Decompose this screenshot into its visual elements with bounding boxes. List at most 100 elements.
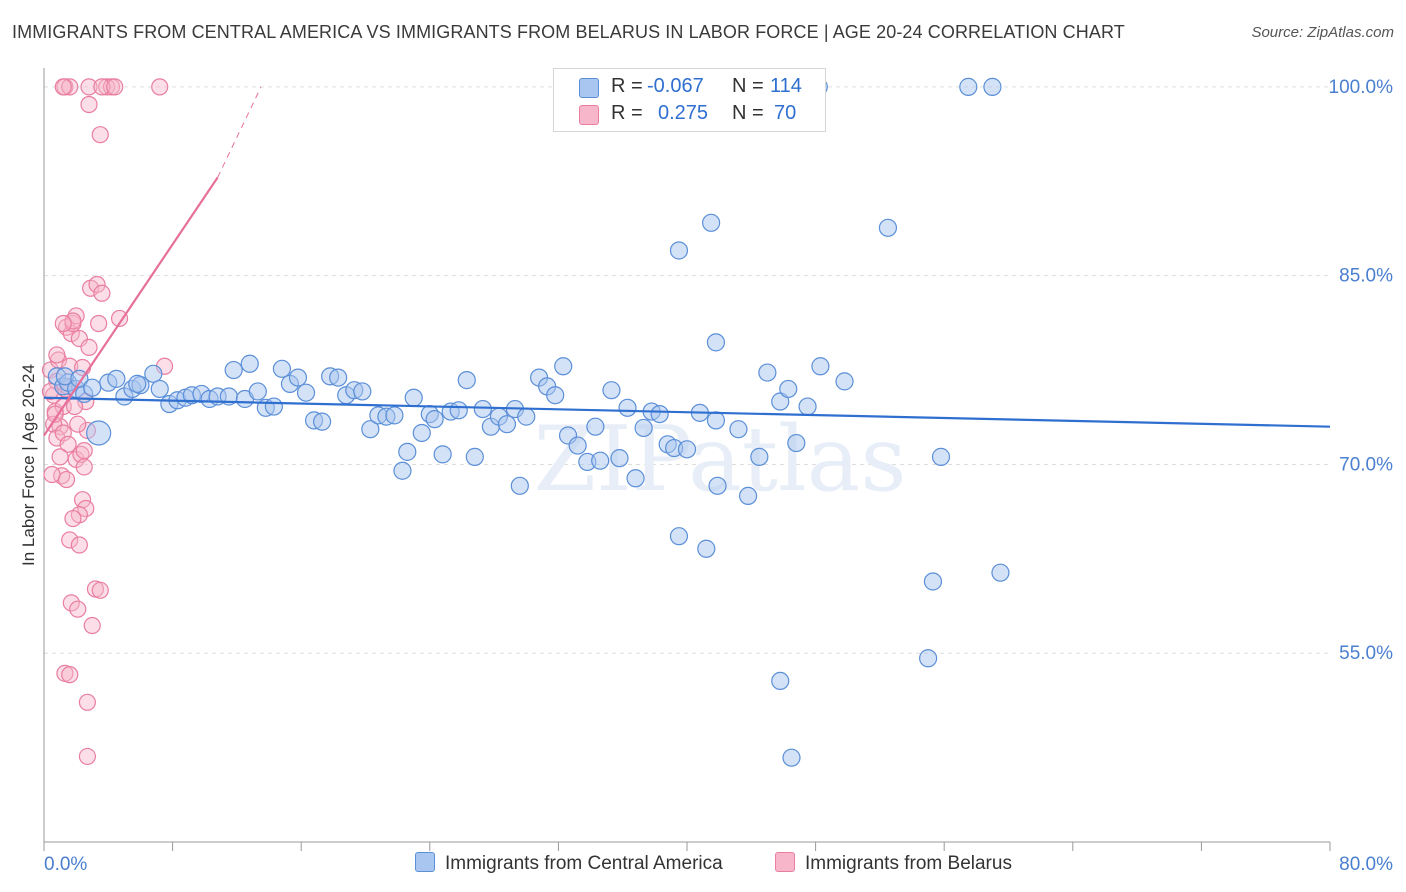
data-point-central-america <box>517 407 536 426</box>
legend-n-label: N = <box>732 75 764 97</box>
data-point-central-america <box>591 451 610 470</box>
data-point-central-america <box>798 397 817 416</box>
data-point-belarus <box>151 78 169 96</box>
data-point-central-america <box>923 572 943 591</box>
data-point-central-america <box>473 399 492 419</box>
data-point-central-america <box>150 379 169 399</box>
data-point-belarus <box>51 448 69 466</box>
data-point-belarus <box>80 78 98 96</box>
x-tick-label: 0.0% <box>44 854 87 875</box>
data-point-central-america <box>361 420 380 439</box>
data-point-central-america <box>779 379 798 399</box>
data-point-central-america <box>433 445 452 464</box>
legend-row-central-america: R = -0.067 N = 114 <box>554 73 825 101</box>
data-point-belarus <box>61 531 79 549</box>
trend-line-belarus <box>43 176 219 437</box>
data-point-central-america <box>706 411 726 430</box>
data-point-central-america <box>144 364 163 383</box>
tick-labels: 55.0% 70.0% 85.0% 100.0% 0.0% 80.0% <box>44 77 1393 875</box>
data-point-central-america <box>546 386 565 405</box>
data-point-belarus <box>61 666 79 684</box>
data-point-central-america <box>497 415 517 434</box>
data-point-central-america <box>86 420 112 446</box>
trend-line-belarus-extension <box>217 86 262 178</box>
data-point-central-america <box>677 440 697 459</box>
data-point-central-america <box>697 539 716 558</box>
data-point-central-america <box>83 378 102 397</box>
axes <box>43 68 1331 851</box>
data-point-central-america <box>425 410 444 429</box>
data-point-central-america <box>412 423 431 443</box>
data-point-belarus <box>64 509 82 528</box>
data-point-central-america <box>107 369 126 388</box>
chart-title: IMMIGRANTS FROM CENTRAL AMERICA VS IMMIG… <box>12 22 1125 42</box>
data-point-central-america <box>878 218 898 237</box>
data-point-belarus <box>80 338 98 356</box>
data-point-central-america <box>702 213 721 232</box>
y-tick-label: 85.0% <box>1339 266 1393 287</box>
data-point-central-america <box>385 406 404 425</box>
data-point-belarus <box>59 435 77 453</box>
data-point-central-america <box>457 371 476 390</box>
data-point-belarus <box>110 309 129 328</box>
data-point-central-america <box>248 382 267 401</box>
data-point-belarus <box>69 415 87 433</box>
data-point-central-america <box>669 241 689 260</box>
series-belarus <box>41 78 174 766</box>
data-point-central-america <box>240 354 259 373</box>
data-point-belarus <box>69 600 87 618</box>
data-point-belarus <box>91 126 109 144</box>
data-point-central-america <box>758 363 777 382</box>
data-point-central-america <box>353 382 372 401</box>
correlation-legend: R = -0.067 N = 114 R = 0.275 N = 70 <box>553 68 826 132</box>
legend-r-label: R = <box>611 102 643 124</box>
data-point-belarus <box>61 78 79 96</box>
data-point-central-america <box>128 374 147 393</box>
data-point-central-america <box>602 381 621 400</box>
data-point-central-america <box>626 469 645 488</box>
data-point-belarus <box>77 499 95 518</box>
data-point-central-america <box>449 401 468 420</box>
bottom-legend-label: Immigrants from Central America <box>445 853 723 874</box>
legend-row-belarus: R = 0.275 N = 70 <box>554 100 825 128</box>
data-point-central-america <box>272 359 292 378</box>
bottom-legend-central-america: Immigrants from Central America <box>415 852 723 875</box>
data-point-belarus <box>64 312 82 330</box>
bottom-legend-swatch-blue <box>415 852 435 872</box>
y-tick-label: 55.0% <box>1339 643 1393 664</box>
data-point-central-america <box>959 77 978 96</box>
data-point-central-america <box>708 476 727 495</box>
bottom-legend-label: Immigrants from Belarus <box>805 853 1012 874</box>
data-point-central-america <box>931 447 951 466</box>
data-point-central-america <box>465 447 484 466</box>
data-point-central-america <box>393 461 412 480</box>
data-point-belarus <box>83 616 101 635</box>
data-point-central-america <box>706 333 726 352</box>
data-point-central-america <box>750 447 769 466</box>
data-point-belarus <box>91 581 109 599</box>
data-point-belarus <box>54 314 72 333</box>
series-central-america <box>47 77 1010 767</box>
data-point-central-america <box>568 436 587 455</box>
data-point-central-america <box>296 383 316 402</box>
data-point-belarus <box>43 465 61 484</box>
source-label: Source: ZipAtlas.com <box>1251 24 1394 41</box>
data-point-central-america <box>554 357 573 376</box>
data-point-central-america <box>835 372 854 391</box>
data-point-central-america <box>329 368 348 387</box>
data-point-belarus <box>75 441 93 460</box>
data-point-central-america <box>983 77 1002 96</box>
legend-r-value: -0.067 <box>647 75 704 97</box>
data-point-belarus <box>62 594 80 612</box>
y-tick-label: 70.0% <box>1339 454 1393 475</box>
data-point-belarus <box>54 424 72 442</box>
y-axis-label: In Labor Force | Age 20-24 <box>19 364 38 566</box>
data-point-belarus <box>70 536 88 554</box>
data-point-central-america <box>787 433 806 453</box>
trend-line-central-america <box>43 396 1331 428</box>
x-tick-label: 80.0% <box>1339 854 1393 875</box>
data-point-belarus <box>54 78 72 96</box>
data-point-central-america <box>70 369 89 388</box>
data-point-belarus <box>46 405 64 423</box>
